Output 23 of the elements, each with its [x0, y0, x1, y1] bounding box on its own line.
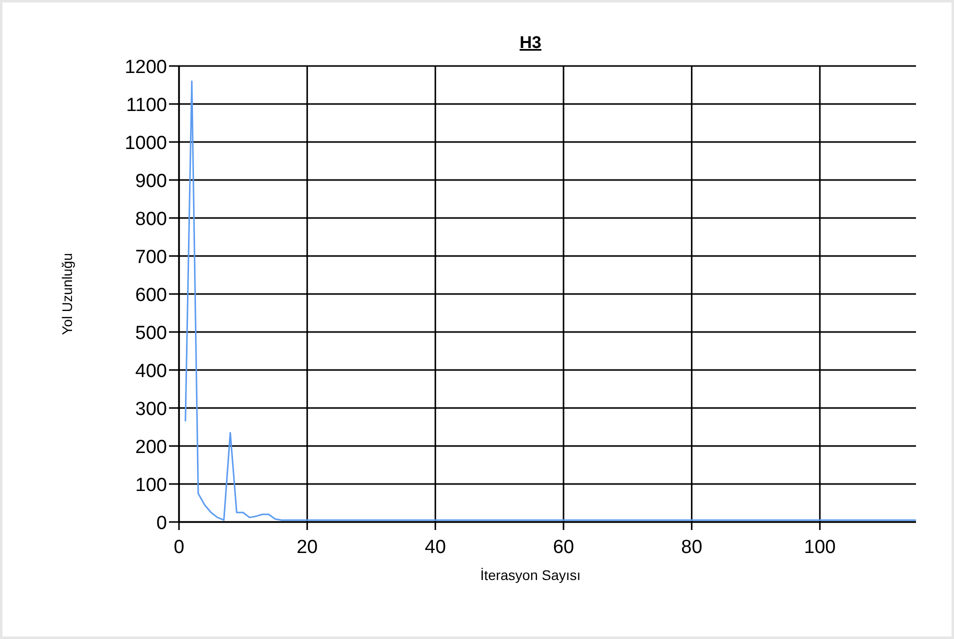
y-axis-title: Yol Uzunluğu: [59, 253, 75, 335]
y-tick-label: 600: [135, 285, 167, 306]
y-tick-label: 200: [135, 437, 167, 458]
y-tick-label: 900: [135, 171, 167, 192]
y-tick-label: 300: [135, 399, 167, 420]
x-axis-title: İterasyon Sayısı: [480, 567, 581, 583]
x-tick-label: 100: [804, 537, 836, 558]
x-tick-label: 80: [681, 537, 702, 558]
y-tick-label: 800: [135, 209, 167, 230]
y-tick-label: 100: [135, 475, 167, 496]
y-tick-label: 700: [135, 247, 167, 268]
x-tick-label: 20: [296, 537, 318, 558]
y-tick-label: 1100: [126, 95, 167, 116]
x-tick-label: 40: [424, 537, 446, 558]
chart-title: H3: [520, 33, 542, 52]
y-tick-label: 500: [135, 323, 167, 344]
x-tick-label: 60: [552, 537, 574, 558]
y-tick-label: 1200: [124, 57, 167, 78]
y-tick-label: 1000: [124, 133, 167, 154]
y-tick-label: 0: [156, 513, 167, 534]
x-tick-label: 0: [174, 537, 184, 558]
y-tick-label: 400: [135, 361, 167, 382]
line-series: [184, 80, 917, 521]
